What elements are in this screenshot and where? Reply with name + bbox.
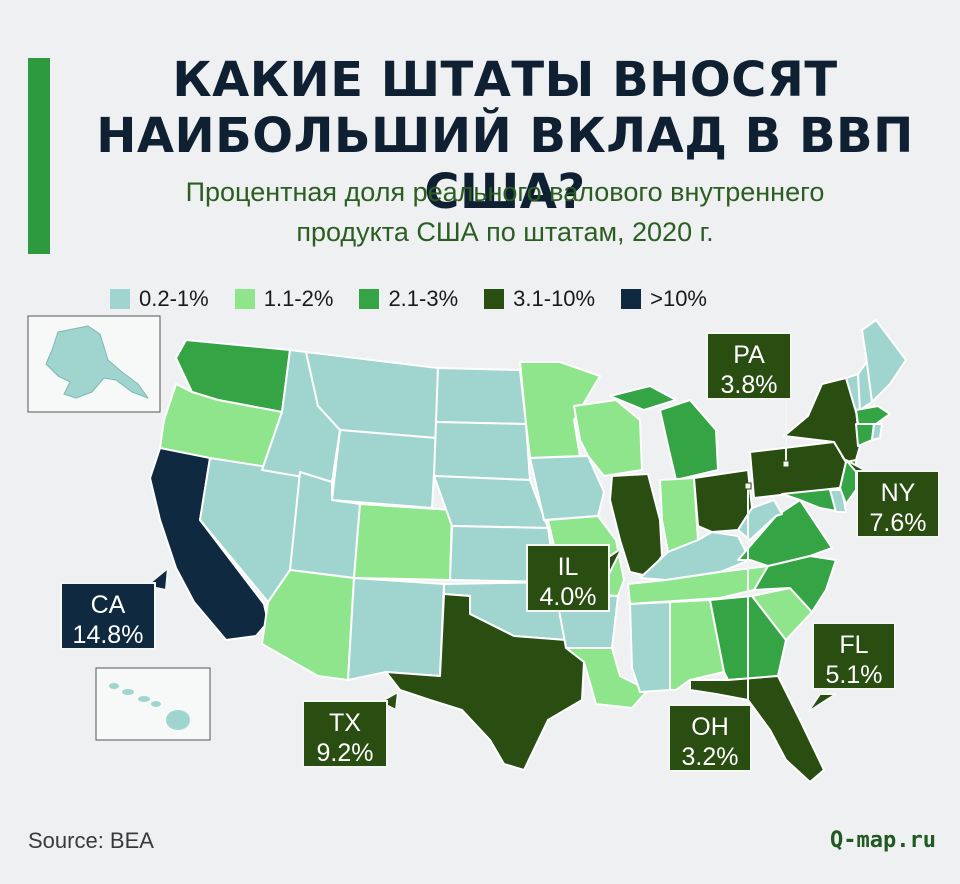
callout-oh-value: 3.2%	[681, 743, 739, 771]
callout-oh: OH 3.2%	[668, 704, 752, 772]
legend-label-3: 3.1-10%	[513, 286, 596, 311]
state-sd	[433, 421, 531, 481]
callout-tx-value: 9.2%	[316, 739, 374, 767]
state-ri	[871, 423, 883, 441]
state-mi	[659, 399, 719, 481]
state-la	[565, 647, 649, 709]
callout-ca-value: 14.8%	[72, 621, 144, 649]
state-wy	[331, 429, 437, 509]
state-ct	[855, 423, 875, 447]
callout-fl-code: FL	[839, 631, 869, 659]
subtitle-line-1: Процентная доля реального валового внутр…	[185, 177, 825, 207]
pa-marker	[782, 460, 790, 468]
state-co	[353, 503, 453, 581]
subtitle-line-2: продукта США по штатам, 2020 г.	[296, 217, 714, 247]
state-nd	[435, 367, 527, 425]
fl-pointer	[807, 693, 837, 713]
site-watermark: Q-map.ru	[830, 828, 936, 853]
page-title: КАКИЕ ШТАТЫ ВНОСЯТ НАИБОЛЬШИЙ ВКЛАД В ВВ…	[70, 52, 940, 220]
state-fl	[689, 675, 825, 783]
state-mi-upper	[609, 385, 677, 411]
legend-item-4: >10%	[621, 286, 707, 312]
legend-swatch-1	[234, 289, 255, 309]
state-in	[659, 477, 699, 553]
legend-item-3: 3.1-10%	[484, 286, 595, 312]
state-me	[861, 319, 907, 403]
callout-ca-code: CA	[90, 591, 126, 619]
subtitle: Процентная доля реального валового внутр…	[70, 172, 940, 252]
callout-fl-value: 5.1%	[825, 661, 883, 689]
callout-tx-code: TX	[329, 709, 361, 737]
legend-swatch-3	[484, 289, 505, 309]
callout-pa-code: PA	[733, 341, 765, 369]
legend-swatch-4	[621, 289, 642, 309]
callout-ny-code: NY	[880, 479, 916, 507]
legend-label-1: 1.1-2%	[263, 286, 334, 311]
title-line-1: КАКИЕ ШТАТЫ ВНОСЯТ	[172, 52, 838, 108]
callout-tx: TX 9.2%	[302, 700, 388, 768]
callout-fl: FL 5.1%	[812, 622, 896, 690]
state-wi	[573, 399, 643, 477]
callout-ca: CA 14.8%	[60, 582, 156, 650]
state-ms	[629, 601, 671, 693]
state-tx	[385, 593, 585, 771]
legend-swatch-2	[359, 289, 380, 309]
callout-il-code: IL	[557, 553, 579, 581]
tx-pointer	[379, 691, 399, 711]
legend-swatch-0	[110, 289, 130, 309]
state-nm	[347, 577, 445, 681]
legend-item-1: 1.1-2%	[234, 286, 334, 312]
callout-pa-value: 3.8%	[720, 371, 778, 399]
callout-pa: PA 3.8%	[706, 332, 792, 400]
callout-il: IL 4.0%	[526, 544, 610, 612]
state-alaska	[45, 325, 149, 399]
oh-marker	[744, 482, 752, 490]
legend-label-0: 0.2-1%	[139, 286, 209, 311]
accent-bar	[28, 58, 50, 254]
state-va	[737, 499, 833, 567]
callout-ny-value: 7.6%	[869, 509, 927, 537]
legend-item-0: 0.2-1%	[110, 286, 209, 312]
state-ne	[433, 475, 549, 529]
callout-oh-code: OH	[691, 713, 729, 741]
legend: 0.2-1% 1.1-2% 2.1-3% 3.1-10% >10%	[110, 284, 707, 314]
legend-label-2: 2.1-3%	[388, 286, 459, 311]
callout-il-value: 4.0%	[539, 583, 597, 611]
legend-item-2: 2.1-3%	[359, 286, 458, 312]
source-note: Source: BEA	[28, 828, 154, 853]
state-mn	[519, 361, 601, 459]
state-ia	[529, 455, 605, 521]
legend-label-4: >10%	[650, 286, 707, 311]
state-hawaii	[109, 683, 190, 730]
state-ma	[855, 405, 891, 425]
title-line-2: НАИБОЛЬШИЙ ВКЛАД В ВВП США?	[96, 108, 914, 220]
callout-ny: NY 7.6%	[856, 470, 940, 538]
